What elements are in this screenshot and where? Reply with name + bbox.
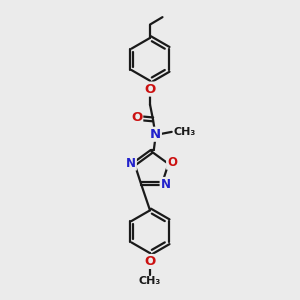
Text: O: O (167, 156, 177, 169)
Text: N: N (126, 157, 136, 170)
Text: O: O (144, 255, 156, 268)
Text: O: O (144, 82, 156, 96)
Text: N: N (150, 128, 161, 141)
Text: O: O (131, 111, 142, 124)
Text: CH₃: CH₃ (139, 276, 161, 286)
Text: N: N (160, 178, 170, 191)
Text: CH₃: CH₃ (173, 127, 195, 137)
